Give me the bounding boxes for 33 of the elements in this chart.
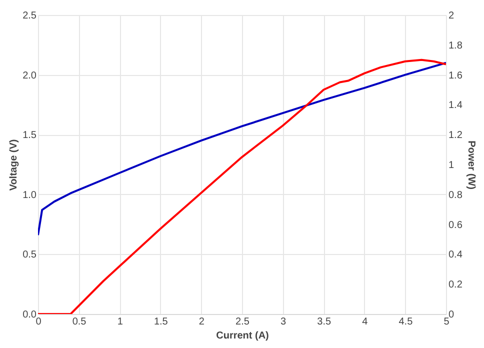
y2-tick-label: 1.2 [448,130,463,142]
y-tick-label: 1.5 [22,130,37,142]
y2-axis-title: Power (W) [465,140,476,190]
x-tick-label: 3 [280,316,287,328]
y2-tick-label: 0.8 [448,190,463,201]
y2-tick-label: 0.6 [448,220,463,231]
x-tick-label: 0 [36,316,42,328]
x-tick-label: 1.5 [154,316,168,328]
x-tick-label: 3.5 [317,316,332,328]
x-tick-label: 1 [117,316,124,328]
x-tick-label: 5 [444,316,450,328]
x-tick-label: 4.5 [398,316,414,328]
x-tick-label: 0.5 [72,316,87,328]
y2-tick-label: 1.8 [448,40,463,52]
line-series [38,58,446,314]
y2-tick-label: 1.6 [448,70,463,82]
y2-tick-label: 2 [448,10,454,22]
y-tick-label: 1.0 [22,190,37,201]
y2-tick-label: 1 [448,160,454,171]
x-axis-title: Current (A) [216,330,269,342]
y-tick-label: 0.0 [22,310,37,320]
y2-tick-label: 0.2 [448,280,463,291]
x-tick-label: 2 [198,316,205,328]
y2-tick-label: 0 [448,310,454,320]
line-series [38,62,446,236]
y2-tick-label: 0.4 [448,250,463,261]
y-tick-label: 2.5 [22,10,37,22]
y2-tick-label: 1.4 [448,100,463,112]
y-axis-title: Voltage (V) [8,139,20,191]
y-tick-label: 0.5 [22,250,37,261]
x-tick-label: 4 [362,316,368,328]
y-tick-label: 2.0 [22,70,37,82]
x-tick-label: 2.5 [236,316,250,328]
